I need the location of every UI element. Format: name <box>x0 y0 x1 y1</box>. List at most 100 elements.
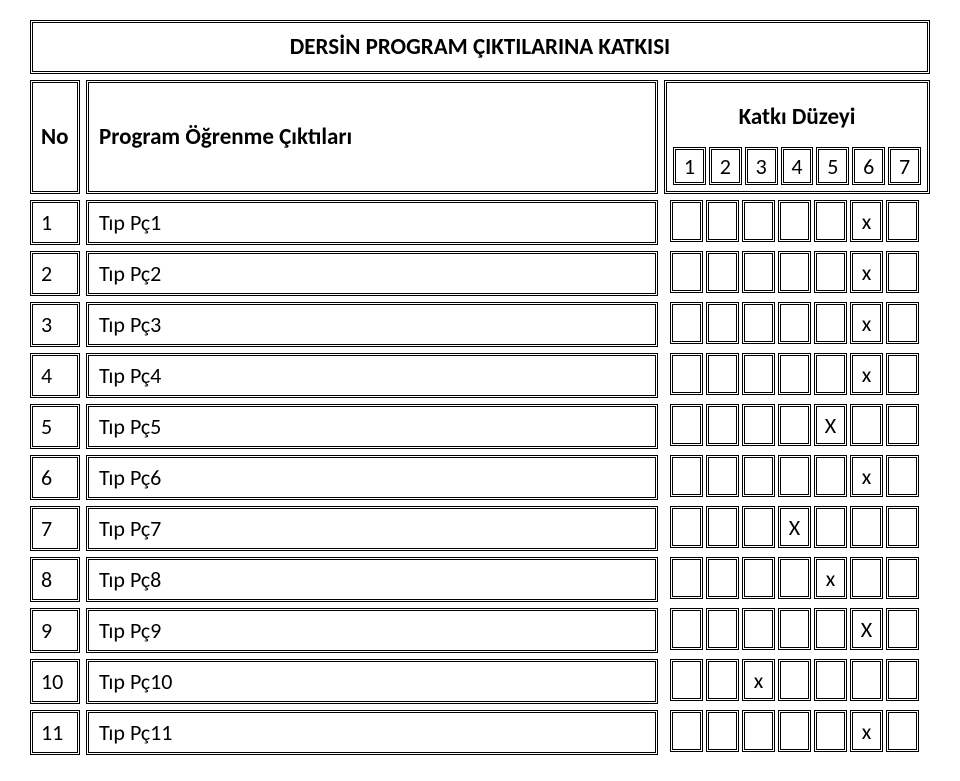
mark-cell <box>814 200 847 242</box>
header-program: Program Öğrenme Çıktıları <box>86 80 658 194</box>
mark-cell <box>814 506 847 548</box>
mark-cell <box>670 353 703 395</box>
row-text: Tıp Pç1 <box>86 200 658 245</box>
mark-cell <box>706 608 739 650</box>
mark-cell <box>778 200 811 242</box>
mark-cell <box>886 455 919 497</box>
header-num-cells: 1 2 3 4 5 6 7 <box>673 147 921 185</box>
mark-cell: X <box>850 608 883 650</box>
mark-cell <box>706 710 739 752</box>
mark-cell <box>814 455 847 497</box>
mark-cell <box>886 353 919 395</box>
mark-cell <box>778 710 811 752</box>
mark-cell <box>886 200 919 242</box>
row-marks: x <box>664 557 930 602</box>
mark-cell <box>778 608 811 650</box>
mark-cell <box>886 557 919 599</box>
row-text: Tıp Pç3 <box>86 302 658 347</box>
mark-cell <box>778 404 811 446</box>
mark-cell <box>814 353 847 395</box>
title-container: DERSİN PROGRAM ÇIKTILARINA KATKISI <box>30 20 930 74</box>
mark-cell <box>886 302 919 344</box>
row-marks: X <box>664 404 930 449</box>
mark-cell <box>886 251 919 293</box>
mark-cell <box>886 710 919 752</box>
mark-cell <box>706 353 739 395</box>
mark-cell <box>670 455 703 497</box>
row-no: 11 <box>30 710 80 755</box>
row-no: 3 <box>30 302 80 347</box>
mark-cell <box>814 659 847 701</box>
row-marks: x <box>664 302 930 347</box>
mark-cell <box>886 608 919 650</box>
mark-cell: x <box>850 353 883 395</box>
row-text: Tıp Pç4 <box>86 353 658 398</box>
header-katki-container: Katkı Düzeyi 1 2 3 4 5 6 7 <box>664 80 930 194</box>
mark-cell <box>778 302 811 344</box>
mark-cell <box>670 251 703 293</box>
header-num-5: 5 <box>816 147 849 185</box>
mark-cell <box>742 557 775 599</box>
mark-cell <box>670 200 703 242</box>
mark-cell <box>670 506 703 548</box>
header-row: No Program Öğrenme Çıktıları Katkı Düzey… <box>30 80 930 194</box>
table-row: 8Tıp Pç8x <box>30 557 930 602</box>
mark-cell <box>886 659 919 701</box>
mark-cell <box>706 659 739 701</box>
mark-cell <box>886 404 919 446</box>
mark-cell <box>778 251 811 293</box>
row-marks: x <box>664 659 930 704</box>
row-text: Tıp Pç2 <box>86 251 658 296</box>
header-num-3: 3 <box>745 147 778 185</box>
row-no: 9 <box>30 608 80 653</box>
row-text: Tıp Pç9 <box>86 608 658 653</box>
table-row: 6Tıp Pç6x <box>30 455 930 500</box>
mark-cell <box>850 506 883 548</box>
mark-cell <box>814 608 847 650</box>
mark-cell <box>850 659 883 701</box>
mark-cell <box>670 557 703 599</box>
row-marks: X <box>664 608 930 653</box>
mark-cell <box>742 200 775 242</box>
row-text: Tıp Pç6 <box>86 455 658 500</box>
table-row: 2Tıp Pç2x <box>30 251 930 296</box>
table-row: 3Tıp Pç3 x <box>30 302 930 347</box>
header-num-7: 7 <box>888 147 921 185</box>
table-row: 9Tıp Pç9 X <box>30 608 930 653</box>
header-num-4: 4 <box>781 147 814 185</box>
mark-cell: x <box>850 302 883 344</box>
rows-container: 1Tıp Pç1x2Tıp Pç2x3Tıp Pç3x4Tıp Pç4x5Tıp… <box>30 200 930 755</box>
mark-cell: x <box>850 200 883 242</box>
mark-cell <box>706 506 739 548</box>
mark-cell <box>778 455 811 497</box>
mark-cell <box>742 455 775 497</box>
row-marks: x <box>664 353 930 398</box>
mark-cell <box>706 251 739 293</box>
mark-cell <box>706 455 739 497</box>
mark-cell <box>670 659 703 701</box>
row-no: 5 <box>30 404 80 449</box>
mark-cell <box>814 302 847 344</box>
mark-cell <box>814 251 847 293</box>
mark-cell <box>742 251 775 293</box>
row-text: Tıp Pç7 <box>86 506 658 551</box>
row-marks: X <box>664 506 930 551</box>
row-marks: x <box>664 251 930 296</box>
table-row: 4Tıp Pç4 x <box>30 353 930 398</box>
row-marks: x <box>664 710 930 755</box>
header-num-2: 2 <box>709 147 742 185</box>
mark-cell: x <box>742 659 775 701</box>
mark-cell <box>706 200 739 242</box>
header-num-6: 6 <box>852 147 885 185</box>
mark-cell <box>706 302 739 344</box>
row-no: 4 <box>30 353 80 398</box>
row-marks: x <box>664 200 930 245</box>
mark-cell: x <box>814 557 847 599</box>
header-num-1: 1 <box>673 147 706 185</box>
mark-cell <box>742 710 775 752</box>
mark-cell: x <box>850 251 883 293</box>
header-katki: Katkı Düzeyi <box>673 89 921 147</box>
table-row: 11Tıp Pç11x <box>30 710 930 755</box>
mark-cell <box>670 710 703 752</box>
table-row: 1Tıp Pç1x <box>30 200 930 245</box>
